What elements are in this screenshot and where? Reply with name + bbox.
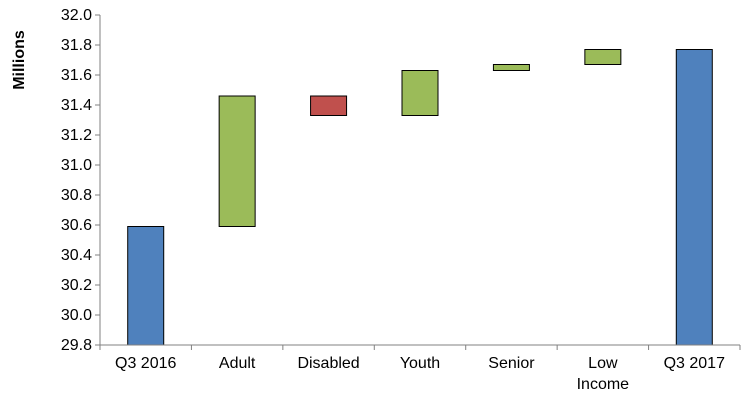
x-tick-label: Q3 2017 [664,355,725,372]
y-tick-label: 30.0 [61,307,92,324]
bar-disabled [310,95,348,116]
y-tick-label: 30.4 [61,247,92,264]
y-tick-label: 32.0 [61,7,92,24]
bar-senior [492,64,530,71]
y-tick-label: 31.8 [61,37,92,54]
y-tick-label: 31.2 [61,127,92,144]
bar-low-income [584,49,622,65]
bar-q3-2017 [675,49,713,346]
bar-adult [218,95,256,227]
y-tick-label: 30.6 [61,217,92,234]
bar-q3-2016 [127,226,165,346]
y-axis-title: Millions [11,30,28,90]
y-tick-label: 30.2 [61,277,92,294]
x-tick-label: Adult [219,355,256,372]
x-tick-label: Disabled [297,355,359,372]
x-tick-label: Q3 2016 [115,355,176,372]
y-tick-label: 29.8 [61,337,92,354]
y-tick-label: 31.0 [61,157,92,174]
y-tick-label: 31.6 [61,67,92,84]
y-tick-label: 30.8 [61,187,92,204]
y-tick-label: 31.4 [61,97,92,114]
x-tick-label: Senior [488,355,535,372]
x-tick-label: Low Income [577,355,630,393]
bars-layer [127,49,713,346]
x-tick-label: Youth [400,355,440,372]
bar-youth [401,70,439,116]
axes-layer: 29.8 30.0 30.2 30.4 30.6 30.8 31.0 31.2 31.4 31.6… [61,7,741,393]
